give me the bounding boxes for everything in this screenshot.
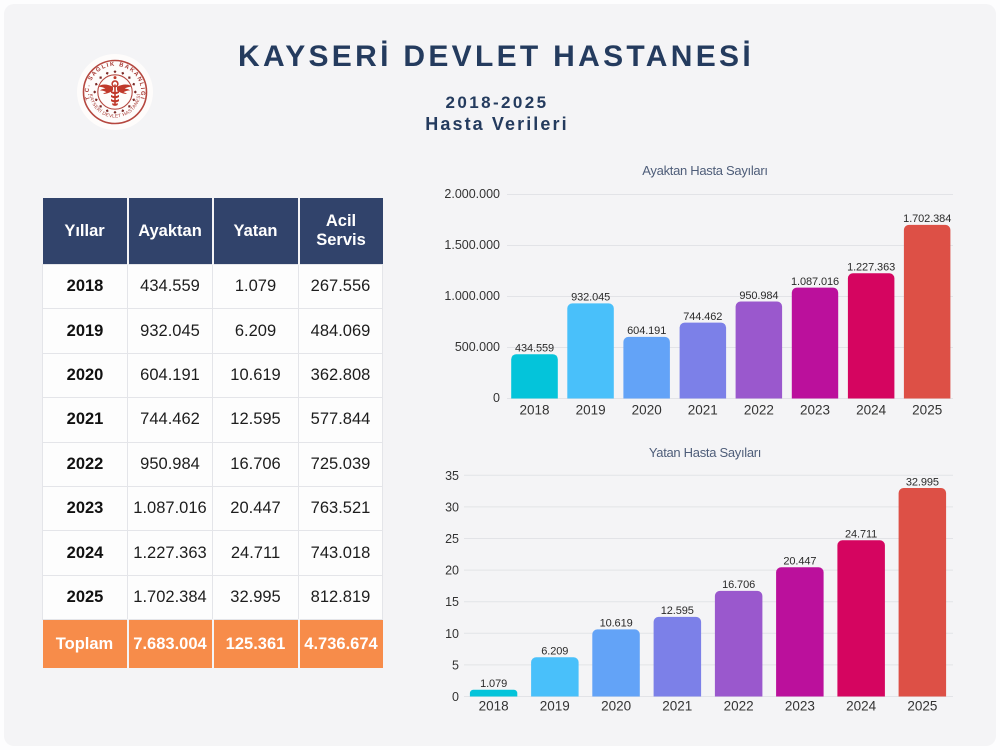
svg-text:15: 15	[445, 595, 459, 609]
svg-text:30: 30	[445, 500, 459, 514]
svg-text:1.500.000: 1.500.000	[444, 238, 500, 252]
svg-text:1.227.363: 1.227.363	[847, 262, 895, 274]
svg-text:2020: 2020	[601, 699, 631, 714]
svg-text:434.559: 434.559	[515, 343, 554, 355]
svg-text:2024: 2024	[856, 402, 887, 417]
svg-text:1.087.016: 1.087.016	[791, 276, 839, 288]
svg-text:2025: 2025	[907, 699, 937, 714]
svg-text:2019: 2019	[576, 402, 606, 417]
svg-text:2021: 2021	[688, 402, 718, 417]
svg-text:604.191: 604.191	[627, 325, 666, 337]
svg-text:35: 35	[445, 469, 459, 483]
svg-text:20.447: 20.447	[783, 556, 816, 568]
svg-text:2021: 2021	[662, 699, 692, 714]
svg-text:2018: 2018	[519, 402, 549, 417]
svg-text:932.045: 932.045	[571, 292, 610, 304]
svg-text:1.000.000: 1.000.000	[444, 289, 500, 303]
svg-text:16.706: 16.706	[722, 579, 755, 591]
svg-text:25: 25	[445, 532, 459, 546]
svg-text:10.619: 10.619	[600, 618, 633, 630]
svg-text:2023: 2023	[800, 402, 830, 417]
svg-text:6.209: 6.209	[541, 646, 568, 658]
svg-text:1.702.384: 1.702.384	[903, 213, 951, 225]
svg-text:5: 5	[452, 658, 459, 672]
svg-text:744.462: 744.462	[683, 311, 722, 323]
svg-text:2023: 2023	[785, 699, 815, 714]
svg-text:2019: 2019	[540, 699, 570, 714]
svg-text:500.000: 500.000	[455, 340, 500, 354]
svg-text:Yatan Hasta Sayıları: Yatan Hasta Sayıları	[649, 445, 761, 460]
svg-text:2.000.000: 2.000.000	[444, 187, 500, 201]
svg-text:2018: 2018	[479, 699, 509, 714]
svg-text:0: 0	[452, 690, 459, 704]
svg-text:2025: 2025	[912, 402, 942, 417]
svg-text:1.079: 1.079	[480, 678, 507, 690]
svg-text:0: 0	[493, 391, 500, 405]
svg-text:2024: 2024	[846, 699, 877, 714]
svg-text:950.984: 950.984	[739, 290, 778, 302]
svg-text:2022: 2022	[744, 402, 774, 417]
svg-text:10: 10	[445, 627, 459, 641]
svg-text:2020: 2020	[632, 402, 662, 417]
svg-text:2022: 2022	[724, 699, 754, 714]
svg-text:Ayaktan Hasta Sayıları: Ayaktan Hasta Sayıları	[642, 163, 767, 178]
svg-text:20: 20	[445, 564, 459, 578]
svg-text:12.595: 12.595	[661, 605, 694, 617]
svg-text:32.995: 32.995	[906, 476, 939, 488]
svg-text:24.711: 24.711	[845, 529, 877, 541]
